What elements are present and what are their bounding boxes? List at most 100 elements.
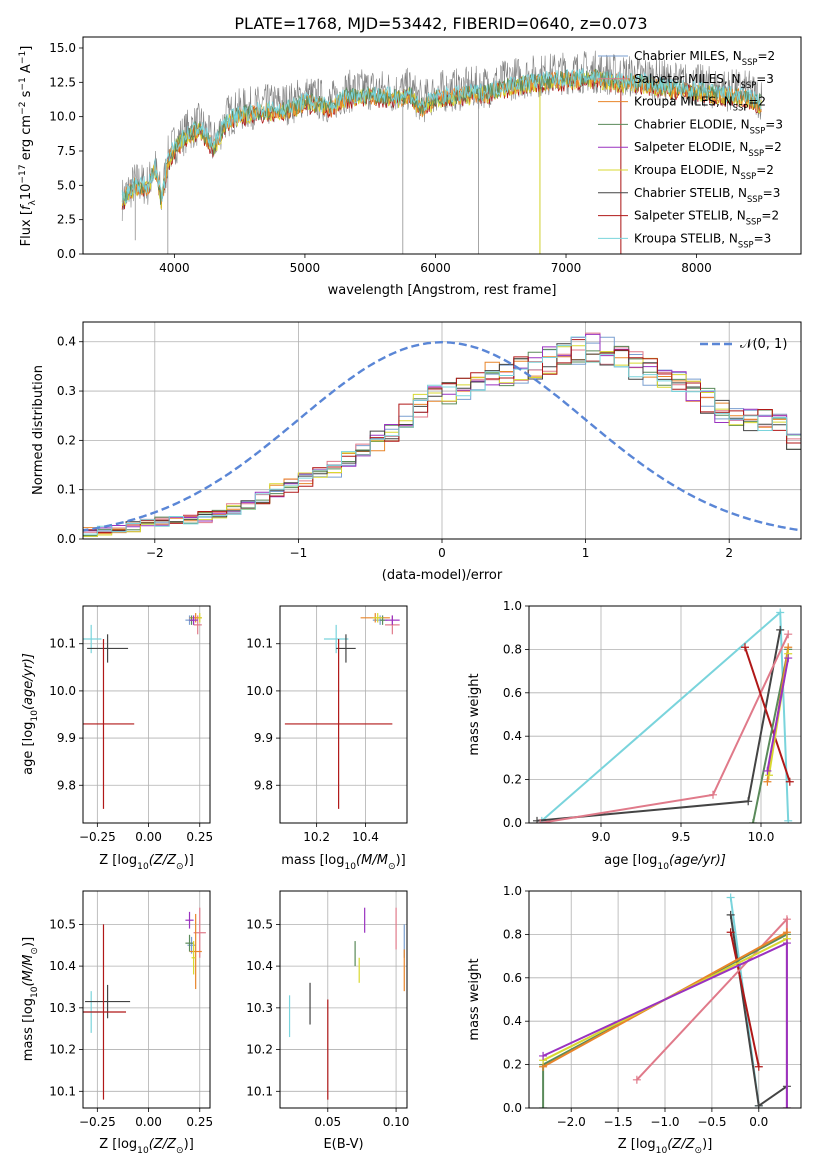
x-tick-label: 10.4 <box>352 830 379 844</box>
axes-frame <box>279 890 408 1109</box>
legend-label-salpeter_miles: Salpeter MILES, NSSP=3 <box>634 72 774 90</box>
y-tick-label: 0.2 <box>57 433 76 447</box>
y-tick-label: 0.4 <box>503 729 522 743</box>
label-segment: 10 <box>657 862 669 872</box>
y-tick-label: 10.0 <box>49 110 76 124</box>
x-tick-label: 8000 <box>681 261 712 275</box>
x-axis-label: Z [log10(Z/Z⊙)] <box>99 1137 194 1156</box>
x-tick-label: 0.00 <box>135 830 162 844</box>
y-tick-label: 10.2 <box>246 1043 273 1057</box>
legend-label-kroupa_stelib: Kroupa STELIB, NSSP=3 <box>634 231 771 249</box>
label-segment: )] <box>702 1137 712 1152</box>
label-segment: mass [log <box>21 998 36 1061</box>
y-tick-label: 10.1 <box>246 637 273 651</box>
plot-area <box>284 613 400 809</box>
point-chabrier_stelib <box>336 634 356 663</box>
label-segment: Chabrier ELODIE, N <box>634 117 750 131</box>
series-marker <box>726 910 735 919</box>
label-segment: =3 <box>763 186 781 200</box>
y-tick-label: 10.1 <box>49 1084 76 1098</box>
label-segment: =2 <box>757 49 775 63</box>
label-segment: mass [log <box>281 853 344 868</box>
y-tick-label: 0.6 <box>503 971 522 985</box>
legend-label-normal: 𝒩(0, 1) <box>740 337 787 352</box>
x-tick-label: 0.00 <box>135 1115 162 1129</box>
series-marker <box>744 797 753 806</box>
label-segment: )] <box>396 853 406 868</box>
series-marker <box>539 1051 548 1060</box>
series-marker <box>726 928 735 937</box>
x-tick-label: −1.0 <box>650 1115 679 1129</box>
y-tick-label: 9.8 <box>57 778 76 792</box>
point-kroupa_elodie <box>197 613 202 623</box>
y-tick-label: 10.3 <box>49 1001 76 1015</box>
x-tick-label: 0.25 <box>186 1115 213 1129</box>
label-segment: (Z/Z <box>149 1137 177 1152</box>
label-segment: Chabrier STELIB, N <box>634 186 747 200</box>
y-tick-label: 10.2 <box>49 1043 76 1057</box>
histogram-kroupa_stelib <box>83 336 801 535</box>
label-segment: =3 <box>754 231 772 245</box>
series-marker <box>765 771 773 780</box>
point-salpeter_elodie <box>185 911 194 929</box>
series-marker <box>539 1104 548 1108</box>
series-salpeter_stelib <box>726 928 763 1071</box>
label-segment: Z [log <box>618 1137 656 1152</box>
x-tick-label: −2 <box>146 546 164 560</box>
point-salpeter_stelib <box>83 924 127 1100</box>
chart-z_vs_age: −0.25 0.00 0.259.89.910.010.1Z [log10(Z/Z⊙… <box>21 605 213 872</box>
x-tick-label: 9.5 <box>671 830 690 844</box>
label-segment: =2 <box>764 140 782 154</box>
label-segment: 10 <box>30 710 40 722</box>
x-tick-label: 0.10 <box>383 1115 410 1129</box>
x-tick-label: −2.0 <box>557 1115 586 1129</box>
series-salpeter_elodie <box>539 939 791 1108</box>
plot-area <box>539 893 791 1108</box>
series-line <box>766 657 790 772</box>
label-segment: =2 <box>756 163 774 177</box>
label-segment: SSP <box>742 57 758 67</box>
series-salpeter_elodie <box>763 654 793 775</box>
point-salpeter_stelib <box>83 639 135 809</box>
series-line <box>729 931 760 1068</box>
series-marker <box>784 630 793 639</box>
label-segment: SSP <box>733 103 749 113</box>
label-segment: ] <box>19 46 34 51</box>
figure-title: PLATE=1768, MJD=53442, FIBERID=0640, z=0… <box>234 14 647 33</box>
series-marker <box>536 819 545 823</box>
label-segment: ⊙ <box>176 1146 184 1156</box>
y-tick-label: 10.1 <box>49 637 76 651</box>
label-segment: =2 <box>761 209 779 223</box>
series-salpeter_stelib <box>741 643 794 786</box>
x-tick-label: −0.25 <box>79 1115 116 1129</box>
x-tick-label: 1 <box>582 546 590 560</box>
x-axis-label: Z [log10(Z/Z⊙)] <box>99 853 194 872</box>
y-axis-label: mass weight <box>467 673 482 755</box>
y-tick-label: 0.2 <box>503 773 522 787</box>
x-tick-label: 9.0 <box>591 830 610 844</box>
label-segment: =3 <box>765 117 783 131</box>
y-tick-label: 0.0 <box>503 816 522 830</box>
series-marker <box>726 893 735 902</box>
plots: 4000 5000 6000 7000 80000.02.55.07.510.012.5… <box>18 36 802 1156</box>
label-segment: ⊙ <box>695 1146 703 1156</box>
label-segment: 10 <box>137 862 149 872</box>
label-segment: Z [log <box>99 853 137 868</box>
series-marker <box>632 1075 641 1084</box>
label-segment: =2 <box>748 95 766 109</box>
x-axis-label: age [log10(age/yr)] <box>604 853 726 872</box>
label-segment: )] <box>184 1137 194 1152</box>
label-segment: =3 <box>756 72 774 86</box>
series-marker <box>763 777 772 786</box>
series-marker <box>784 816 793 823</box>
y-tick-label: 0.4 <box>57 335 76 349</box>
series-line <box>744 646 791 783</box>
axes-frame <box>82 36 802 255</box>
label-segment: (age/yr)] <box>669 853 726 868</box>
label-segment: 10 <box>30 986 40 998</box>
x-tick-label: −1 <box>290 546 308 560</box>
x-axis-label: mass [log10(M/M⊙)] <box>281 853 405 872</box>
axes-frame <box>528 605 802 824</box>
